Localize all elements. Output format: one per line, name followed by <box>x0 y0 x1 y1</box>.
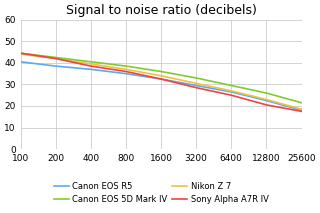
Sony Alpha A7R IV <box>54 57 58 60</box>
Canon EOS R5 <box>54 65 58 67</box>
Canon EOS 5D Mark IV <box>89 60 93 63</box>
Line: Sony Alpha A7R IV: Sony Alpha A7R IV <box>20 53 301 111</box>
Nikon Z 7 <box>124 68 128 71</box>
Nikon Z 7 <box>19 53 22 56</box>
Line: Canon EOS R5: Canon EOS R5 <box>20 62 301 110</box>
Nikon Z 7 <box>229 90 233 92</box>
Canon EOS R5 <box>264 99 268 102</box>
Canon EOS R5 <box>159 78 163 80</box>
Legend: Canon EOS R5, Canon EOS 5D Mark IV, Nikon Z 7, Sony Alpha A7R IV: Canon EOS R5, Canon EOS 5D Mark IV, Niko… <box>54 182 268 204</box>
Canon EOS R5 <box>229 91 233 93</box>
Sony Alpha A7R IV <box>89 65 93 67</box>
Nikon Z 7 <box>300 108 303 111</box>
Canon EOS 5D Mark IV <box>229 84 233 87</box>
Sony Alpha A7R IV <box>19 52 22 55</box>
Line: Canon EOS 5D Mark IV: Canon EOS 5D Mark IV <box>20 53 301 103</box>
Canon EOS 5D Mark IV <box>124 65 128 67</box>
Canon EOS 5D Mark IV <box>19 52 22 55</box>
Nikon Z 7 <box>194 82 198 85</box>
Canon EOS 5D Mark IV <box>300 101 303 104</box>
Nikon Z 7 <box>159 75 163 77</box>
Canon EOS R5 <box>124 72 128 75</box>
Sony Alpha A7R IV <box>159 78 163 80</box>
Line: Nikon Z 7: Nikon Z 7 <box>20 54 301 109</box>
Canon EOS R5 <box>300 109 303 112</box>
Canon EOS 5D Mark IV <box>264 92 268 94</box>
Canon EOS 5D Mark IV <box>194 77 198 79</box>
Sony Alpha A7R IV <box>229 94 233 96</box>
Canon EOS R5 <box>89 68 93 71</box>
Nikon Z 7 <box>54 57 58 60</box>
Sony Alpha A7R IV <box>194 86 198 89</box>
Nikon Z 7 <box>264 98 268 101</box>
Sony Alpha A7R IV <box>264 104 268 106</box>
Canon EOS R5 <box>194 84 198 87</box>
Canon EOS 5D Mark IV <box>54 56 58 59</box>
Sony Alpha A7R IV <box>124 70 128 73</box>
Title: Signal to noise ratio (decibels): Signal to noise ratio (decibels) <box>66 4 256 17</box>
Canon EOS 5D Mark IV <box>159 70 163 73</box>
Canon EOS R5 <box>19 60 22 63</box>
Nikon Z 7 <box>89 63 93 65</box>
Sony Alpha A7R IV <box>300 110 303 113</box>
